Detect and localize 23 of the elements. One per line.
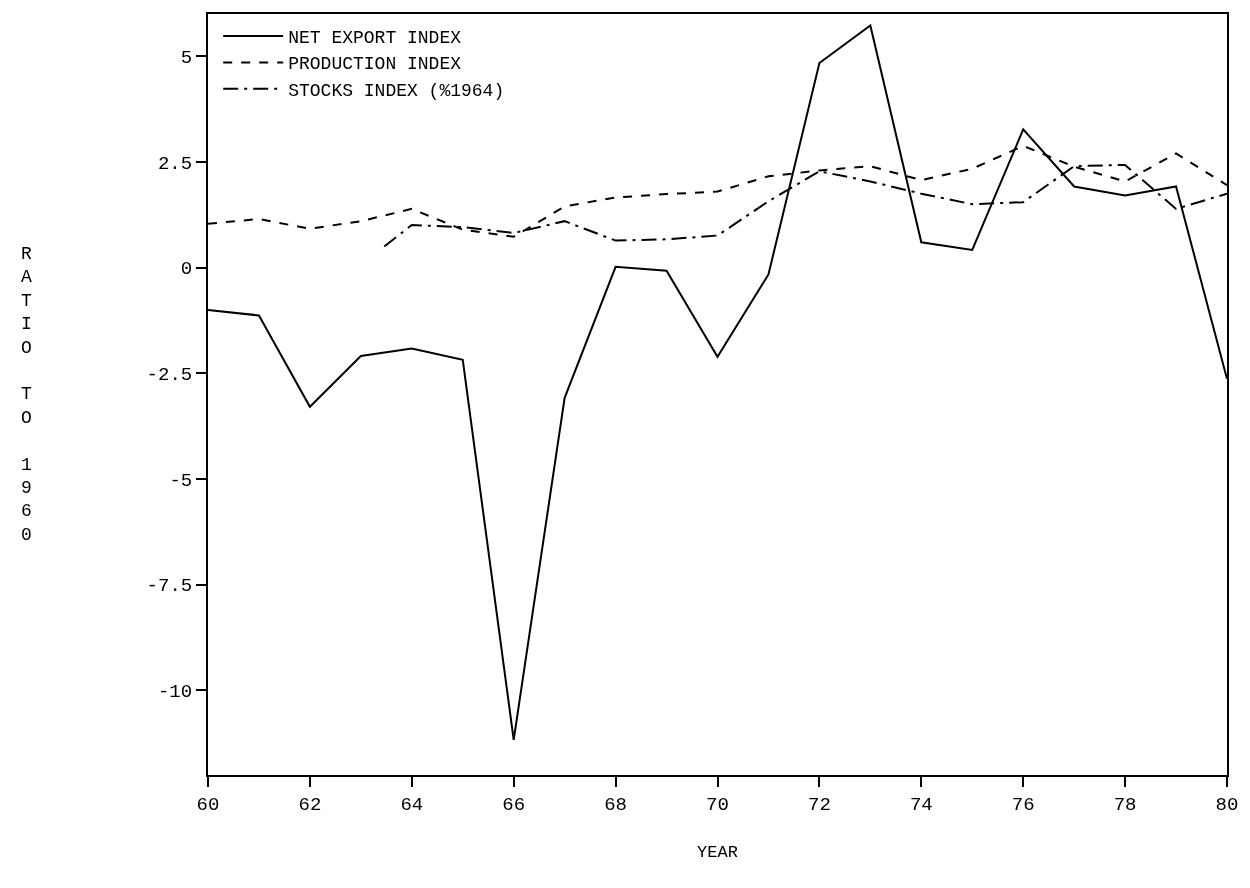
x-tick-label: 72 <box>807 793 831 816</box>
text: RATIO TO 1960 <box>21 244 32 545</box>
x-tick-label: 78 <box>1113 793 1137 816</box>
legend-label: PRODUCTION INDEX <box>288 54 462 75</box>
y-tick-label: 5 <box>180 46 193 69</box>
y-tick-label: -7.5 <box>146 575 193 598</box>
x-axis-title: YEAR <box>697 842 738 862</box>
legend-label: STOCKS INDEX (%1964) <box>288 80 505 101</box>
x-tick-label: 70 <box>706 793 729 816</box>
x-tick-label: 66 <box>502 793 526 816</box>
y-tick-label: 0 <box>180 258 193 281</box>
x-tick-label: 60 <box>196 793 220 816</box>
x-tick-label: 62 <box>298 793 322 816</box>
y-tick-label: -10 <box>157 681 193 704</box>
x-tick-label: 68 <box>604 793 628 816</box>
x-tick-label: 64 <box>400 793 424 816</box>
y-tick-label: -5 <box>169 469 193 492</box>
x-tick-label: 80 <box>1215 793 1239 816</box>
x-tick-label: 76 <box>1011 793 1035 816</box>
y-tick-label: -2.5 <box>146 364 193 387</box>
y-tick-label: 2.5 <box>157 152 193 175</box>
legend-label: NET EXPORT INDEX <box>288 28 462 49</box>
x-tick-label: 74 <box>909 793 933 816</box>
